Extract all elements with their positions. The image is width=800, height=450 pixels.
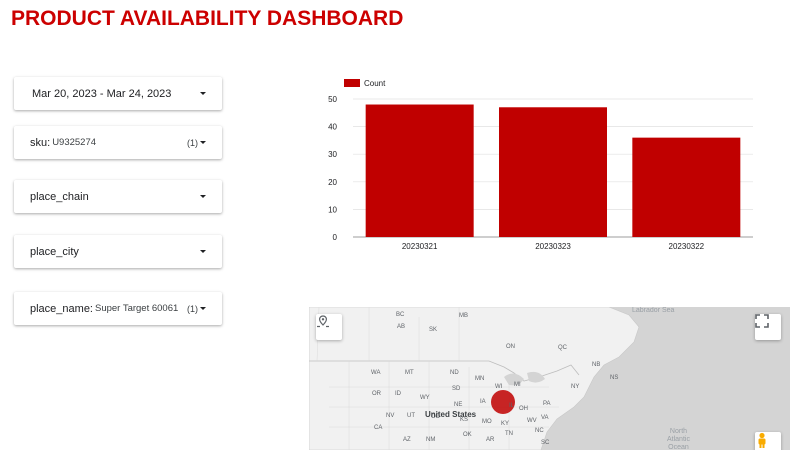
map-label-ut: UT [407,413,415,419]
map-label-ia: IA [480,399,486,405]
place-city-filter[interactable]: place_city [14,235,222,268]
chart-bars [365,104,741,237]
street-view-button[interactable] [755,432,781,450]
x-axis-ticks: 20230321 20230323 20230322 [402,242,705,251]
map-label-nc: NC [535,428,544,434]
store-location-marker[interactable] [491,390,515,414]
legend-label-count: Count [364,79,386,88]
map-label-va: VA [541,415,549,421]
map-label-ky: KY [501,421,510,427]
legend-swatch-count [344,79,360,87]
sku-filter-label: sku: [30,136,51,149]
date-range-filter[interactable]: Mar 20, 2023 - Mar 24, 2023 [14,77,222,110]
place-name-value: Super Target 60061 [95,303,179,314]
bar-20230322[interactable] [632,137,741,237]
pegman-icon [758,432,766,448]
x-tick-label: 20230322 [669,242,705,251]
sku-filter-value: U9325274 [52,137,97,148]
page-title: PRODUCT AVAILABILITY DASHBOARD [11,7,404,30]
chart-legend: Count [344,79,386,88]
map-label-ar: AR [486,437,495,443]
y-tick-label: 50 [328,95,337,104]
y-tick-label: 40 [328,123,337,132]
y-tick-label: 0 [333,233,338,242]
sku-filter[interactable]: sku: U9325274 (1) [14,126,222,159]
place-name-count: (1) [187,303,198,314]
caret-down-icon [200,141,206,144]
map-label-bc: BC [396,312,405,318]
place-name-label: place_name: [30,302,93,315]
y-tick-label: 10 [328,205,337,214]
caret-down-icon [200,250,206,253]
location-search-button[interactable] [316,314,342,340]
store-location-map[interactable]: BC AB SK MB ON QC NB NS WA MT ND MN OR I… [309,307,790,450]
map-label-sc: SC [541,440,550,446]
north-america-landmass [309,307,640,450]
map-label-mb: MB [459,313,468,319]
map-label-il: IL [509,403,515,409]
sku-filter-count: (1) [187,137,198,148]
fullscreen-button[interactable] [755,314,781,340]
map-label-ok: OK [463,432,472,438]
place-chain-label: place_chain [30,190,89,203]
map-label-nb: NB [592,362,601,368]
map-label-labrador-sea: Labrador Sea [632,307,675,314]
map-label-co: CO [431,414,440,420]
map-label-mo: MO [482,419,492,425]
bar-20230321[interactable] [365,104,474,237]
map-label-qc: QC [558,345,567,351]
place-city-label: place_city [30,245,79,258]
map-label-wy: WY [420,395,430,401]
map-label-mi: MI [514,382,521,388]
map-label-or: OR [372,391,381,397]
y-tick-label: 30 [328,150,337,159]
map-label-id: ID [395,391,401,397]
map-label-sd: SD [452,386,461,392]
map-label-mn: MN [475,376,485,382]
map-label-wi: WI [495,384,503,390]
fullscreen-icon [755,314,769,328]
map-label-nv: NV [386,413,395,419]
y-axis-ticks: 0 10 20 30 40 50 [328,95,337,242]
map-label-north-atlantic-ocean: North Atlantic Ocean [667,428,690,450]
map-label-az: AZ [403,437,411,443]
map-background [309,307,790,450]
great-lakes [504,371,545,386]
place-name-filter[interactable]: place_name: Super Target 60061 (1) [14,292,222,325]
map-label-wv: WV [527,418,537,424]
map-label-ab: AB [397,324,406,330]
x-tick-label: 20230321 [402,242,438,251]
place-chain-filter[interactable]: place_chain [14,180,222,213]
caret-down-icon [200,195,206,198]
y-tick-label: 20 [328,178,337,187]
map-label-ne: NE [454,402,463,408]
map-label-sk: SK [429,327,438,333]
caret-down-icon [200,307,206,310]
map-label-pa: PA [543,401,551,407]
map-label-united-states: United States [425,410,477,419]
map-label-on: ON [506,344,515,350]
map-label-wa: WA [371,370,381,376]
map-label-oh: OH [519,406,528,412]
us-canada-border [309,360,580,382]
map-label-nm: NM [426,437,436,443]
caret-down-icon [200,92,206,95]
map-label-ns: NS [610,375,619,381]
x-tick-label: 20230323 [535,242,571,251]
location-search-icon [317,315,329,328]
map-label-ny: NY [571,384,580,390]
map-label-nd: ND [450,370,459,376]
date-range-label: Mar 20, 2023 - Mar 24, 2023 [32,87,172,100]
map-label-ca: CA [374,425,383,431]
bar-20230323[interactable] [499,107,607,237]
map-label-tn: TN [505,431,513,437]
map-label-ks: KS [460,417,469,423]
map-label-mt: MT [405,370,414,376]
